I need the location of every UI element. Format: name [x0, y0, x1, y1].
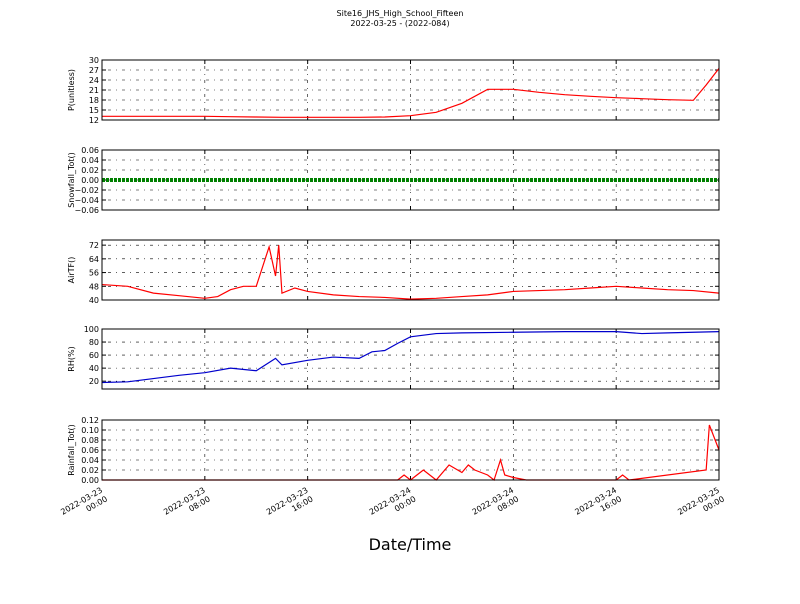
y-tick-label: 64 [89, 255, 99, 264]
y-tick-label: 0.04 [81, 456, 99, 465]
y-tick-label: 0.10 [81, 426, 99, 435]
y-tick-label: 40 [89, 296, 99, 305]
y-tick-label: 30 [89, 56, 99, 65]
plot-frame [101, 328, 720, 390]
x-tick-group: 2022-03-2416:00 [573, 486, 623, 526]
x-tick-group: 2022-03-2400:00 [368, 486, 418, 526]
y-tick-label: 0.12 [81, 416, 99, 425]
y-tick-label: 0.00 [81, 176, 99, 185]
plot-frame [101, 239, 720, 301]
data-line [102, 67, 720, 118]
y-tick-label: 21 [89, 86, 99, 95]
y-tick-label: 24 [89, 76, 99, 85]
y-tick-label: 0.02 [81, 166, 99, 175]
x-tick-label: 2022-03-2416:00 [573, 486, 623, 526]
x-tick-group: 2022-03-2316:00 [265, 486, 315, 526]
y-tick-label: 40 [89, 364, 99, 373]
y-tick-label: 15 [89, 106, 99, 115]
y-axis-label: Rainfall_Tot() [67, 424, 76, 476]
y-tick-label: 80 [89, 338, 99, 347]
y-tick-label: 100 [84, 325, 99, 334]
x-tick-label: 2022-03-2308:00 [162, 486, 212, 526]
x-tick-label: 2022-03-2316:00 [265, 486, 315, 526]
x-axis-label: Date/Time [369, 535, 452, 554]
x-tick-label: 2022-03-2300:00 [59, 486, 109, 526]
y-tick-label: 72 [89, 241, 99, 250]
plot-frame [101, 149, 720, 211]
x-tick-group: 2022-03-2408:00 [471, 486, 521, 526]
x-tick-label: 2022-03-2408:00 [471, 486, 521, 526]
x-tick-group: 2022-03-2308:00 [162, 486, 212, 526]
chart-subtitle: 2022-03-25 - (2022-084) [350, 19, 449, 28]
x-tick-group: 2022-03-2500:00 [676, 486, 726, 526]
data-line [101, 244, 720, 300]
y-tick-label: 0.06 [81, 146, 99, 155]
chart-title: Site16_JHS_High_School_Fifteen [337, 9, 464, 18]
y-tick-label: 56 [89, 269, 99, 278]
y-tick-label: 60 [89, 351, 99, 360]
y-tick-label: 18 [89, 96, 99, 105]
plot-frame [101, 59, 720, 121]
y-axis-label: RH(%) [67, 346, 76, 371]
y-tick-label: −0.04 [74, 196, 99, 205]
y-tick-label: 0.06 [81, 446, 99, 455]
x-tick-label: 2022-03-2400:00 [368, 486, 418, 526]
y-tick-label: 48 [89, 282, 99, 291]
data-line [102, 424, 720, 482]
y-axis-label: P(unitless) [67, 69, 76, 111]
data-line [101, 331, 720, 384]
y-tick-label: 27 [89, 66, 99, 75]
x-tick-group: 2022-03-2300:00 [59, 486, 109, 526]
x-tick-label: 2022-03-2500:00 [676, 486, 726, 526]
y-tick-label: 12 [89, 116, 99, 125]
y-tick-label: −0.06 [74, 206, 99, 215]
y-axis-label: Snowfall_Tot() [67, 152, 76, 208]
plot-frame [101, 419, 720, 481]
y-tick-label: −0.02 [74, 186, 99, 195]
y-tick-label: 0.02 [81, 466, 99, 475]
y-tick-label: 0.04 [81, 156, 99, 165]
y-axis-label: AirTF() [67, 257, 76, 284]
y-tick-label: 20 [89, 377, 99, 386]
y-tick-label: 0.00 [81, 476, 99, 485]
y-tick-label: 0.08 [81, 436, 99, 445]
